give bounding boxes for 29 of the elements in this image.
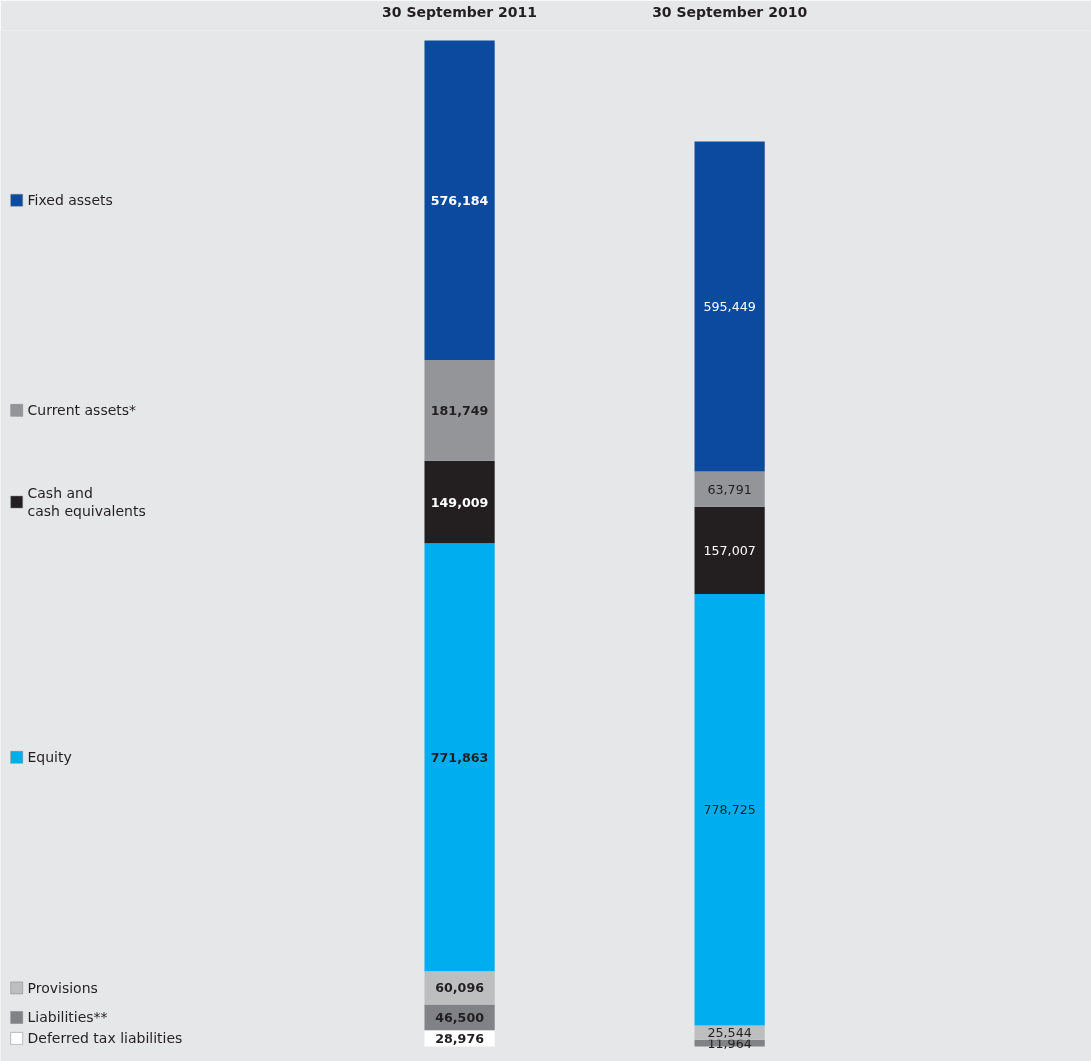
- data-label: 60,096: [435, 980, 485, 996]
- legend-label: Fixed assets: [27, 192, 113, 209]
- bar: [424, 359, 495, 461]
- bar: [694, 593, 765, 1026]
- bar: [424, 971, 495, 1005]
- data-label: 157,007: [703, 542, 756, 558]
- x-tick-label: 30 September 2010: [652, 3, 808, 20]
- bar: [424, 543, 495, 972]
- data-label: 771,863: [430, 749, 489, 765]
- data-label: 63,791: [707, 481, 752, 497]
- legend-label: Equity: [27, 749, 72, 766]
- bar: [424, 40, 495, 360]
- legend-label: Cash and cash equivalents: [27, 485, 146, 519]
- data-label: 46,500: [435, 1009, 485, 1025]
- x-tick-label: 30 September 2011: [382, 3, 538, 20]
- legend-label: Liabilities**: [27, 1009, 108, 1026]
- data-label: 576,184: [430, 192, 489, 208]
- bar: [694, 141, 765, 472]
- legend-label: Deferred tax liabilities: [27, 1030, 183, 1047]
- legend-label: Current assets*: [27, 402, 137, 419]
- data-label: 28,976: [435, 1030, 485, 1046]
- data-label: 181,749: [430, 402, 489, 418]
- data-label: 778,725: [703, 802, 756, 818]
- legend-label: Provisions: [27, 979, 98, 996]
- data-label: 149,009: [430, 494, 489, 510]
- bar: [424, 460, 495, 544]
- bar: [694, 506, 765, 594]
- bar: [694, 471, 765, 507]
- data-label: 595,449: [703, 298, 756, 314]
